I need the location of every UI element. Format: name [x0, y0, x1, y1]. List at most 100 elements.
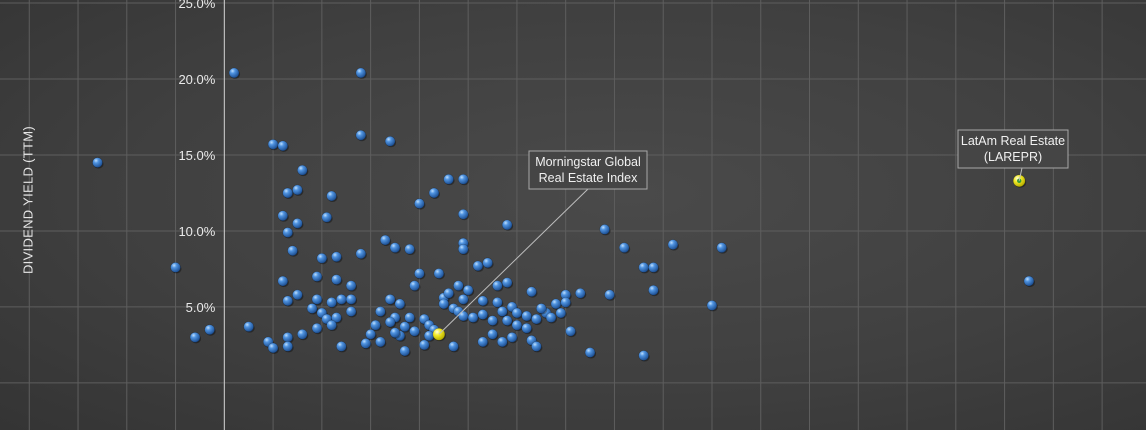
data-point	[618, 242, 631, 254]
data-point	[375, 336, 387, 348]
data-point	[414, 198, 426, 210]
callout-box	[528, 150, 648, 190]
data-point	[716, 242, 728, 254]
data-point	[409, 280, 421, 292]
point-marker	[560, 297, 571, 308]
data-point	[487, 315, 499, 327]
data-point	[379, 234, 392, 247]
data-point	[336, 341, 348, 353]
data-point	[360, 338, 372, 350]
point-marker	[384, 294, 396, 305]
data-point	[321, 211, 333, 224]
point-marker	[487, 328, 498, 340]
data-point	[448, 341, 460, 353]
point-marker	[550, 298, 562, 310]
point-marker	[316, 253, 328, 264]
point-marker	[267, 342, 279, 354]
point-marker	[457, 208, 469, 220]
point-marker	[511, 307, 523, 319]
y-axis-label-wrap: DIVIDEND YIELD (TTM)	[14, 0, 42, 430]
point-marker	[409, 325, 420, 337]
data-point	[428, 187, 441, 199]
data-point	[404, 243, 416, 256]
point-marker	[457, 173, 469, 185]
data-point	[501, 277, 514, 289]
point-marker	[297, 164, 308, 176]
point-marker	[496, 336, 508, 348]
data-point	[531, 341, 543, 353]
point-marker	[492, 297, 503, 308]
point-marker	[277, 210, 289, 222]
point-marker	[501, 315, 513, 326]
callout-label: LatAm Real Estate	[961, 134, 1065, 148]
data-point	[496, 336, 509, 348]
point-marker	[311, 322, 323, 334]
point-marker	[370, 319, 381, 331]
data-point	[487, 328, 499, 341]
point-marker	[536, 303, 547, 314]
data-point	[375, 306, 387, 318]
callout-leader-line	[438, 188, 589, 335]
data-point	[648, 284, 660, 297]
data-point	[243, 321, 255, 333]
point-marker	[506, 332, 518, 343]
point-marker	[292, 218, 303, 229]
point-marker	[501, 219, 513, 231]
data-point	[204, 324, 216, 336]
point-marker	[443, 287, 454, 299]
data-point	[287, 245, 299, 257]
data-point	[492, 297, 504, 309]
highlight-point-index	[432, 327, 446, 342]
data-point	[667, 239, 679, 251]
point-marker	[618, 242, 630, 253]
point-marker	[292, 289, 303, 301]
data-point	[477, 309, 489, 321]
data-point	[297, 164, 309, 177]
point-marker	[501, 277, 513, 288]
callout-box	[957, 129, 1069, 169]
point-marker	[311, 271, 323, 282]
data-point	[355, 248, 367, 260]
y-axis-label: DIVIDEND YIELD (TTM)	[20, 125, 36, 275]
point-marker	[706, 300, 718, 311]
data-point	[511, 319, 523, 332]
data-point	[418, 339, 431, 351]
data-point	[638, 350, 650, 362]
data-point	[399, 321, 411, 333]
y-tick-labels: 5.0% 10.0% 15.0% 20.0% 25.0%	[178, 0, 215, 315]
data-point	[282, 187, 294, 199]
callout: Morningstar Global Real Estate Index	[438, 150, 648, 335]
point-marker	[282, 341, 294, 352]
data-point	[521, 322, 533, 335]
data-point	[501, 219, 514, 231]
point-marker	[277, 140, 289, 152]
point-marker	[443, 173, 454, 185]
point-marker	[336, 341, 347, 352]
point-marker	[297, 328, 308, 340]
data-point	[536, 303, 548, 315]
point-marker	[282, 227, 294, 238]
data-point	[604, 289, 616, 301]
data-point	[545, 312, 558, 324]
data-point	[584, 347, 597, 359]
point-marker	[336, 294, 347, 305]
data-point	[521, 310, 533, 323]
point-marker	[399, 321, 411, 332]
point-marker	[667, 239, 679, 250]
data-point	[414, 268, 426, 280]
point-marker	[331, 251, 342, 263]
point-marker	[477, 336, 489, 348]
point-marker	[492, 280, 503, 291]
data-point	[228, 67, 241, 79]
point-marker	[477, 309, 489, 320]
callout-label: (LAREPR)	[984, 150, 1042, 164]
point-marker	[423, 330, 435, 342]
data-points	[92, 67, 1035, 362]
point-marker	[414, 198, 425, 209]
data-point	[326, 319, 338, 332]
point-marker	[331, 274, 342, 285]
data-point	[599, 224, 611, 236]
point-marker	[448, 341, 459, 352]
data-point	[92, 157, 104, 169]
data-point	[316, 253, 328, 265]
